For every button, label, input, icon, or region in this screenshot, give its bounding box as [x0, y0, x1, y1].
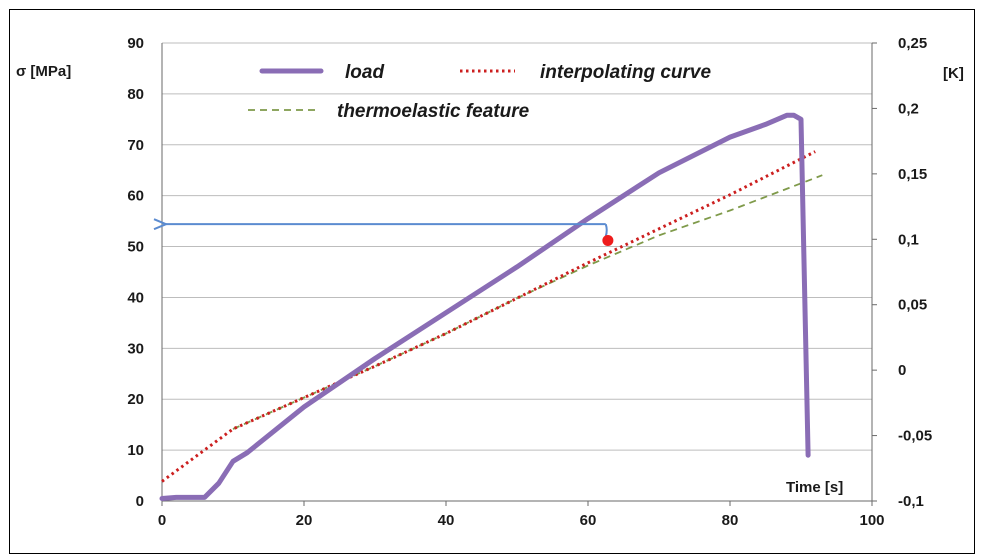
y-right-tick-label: 0,15 — [898, 166, 927, 183]
arrow-hook — [604, 223, 608, 237]
y-right-tick-label: 0,2 — [898, 100, 919, 117]
legend-label-load: load — [345, 62, 384, 83]
axes — [161, 42, 877, 506]
y-right-tick-label: 0,1 — [898, 231, 919, 248]
y-right-tick-label: 0 — [898, 362, 906, 379]
x-axis-label: Time [s] — [786, 479, 843, 496]
y-left-tick-label: 50 — [127, 239, 144, 256]
y-left-tick-label: 10 — [127, 442, 144, 459]
y-right-tick-label: 0,05 — [898, 297, 927, 314]
legend-label-interpolating-curve: interpolating curve — [540, 62, 711, 83]
grid-lines — [162, 42, 872, 451]
legend-label-thermoelastic-feature: thermoelastic feature — [337, 101, 530, 122]
x-tick-label: 40 — [438, 512, 455, 529]
y-right-axis-label: [K] — [943, 65, 964, 82]
tick-labels: 0 10 20 30 40 50 60 70 80 90 -0,1 -0,05 0 0,05 0,1 0,15… — [127, 35, 932, 529]
red-point-marker — [602, 234, 614, 246]
legend: load interpolating curve thermoelastic f… — [248, 62, 711, 122]
y-left-tick-label: 20 — [127, 391, 144, 408]
y-left-axis-label: σ [MPa] — [16, 63, 71, 80]
y-left-tick-label: 90 — [127, 35, 144, 52]
y-right-tick-label: -0,1 — [898, 493, 924, 510]
y-left-tick-label: 0 — [136, 493, 144, 510]
x-tick-label: 20 — [296, 512, 313, 529]
series-lines — [159, 112, 823, 501]
y-left-tick-label: 40 — [127, 289, 144, 306]
series-line-load — [159, 112, 811, 501]
y-right-tick-label: 0,25 — [898, 35, 927, 52]
x-tick-label: 80 — [722, 512, 739, 529]
series-line-interpolating-curve — [161, 150, 816, 483]
series-line-thermoelastic-feature — [232, 174, 823, 430]
x-tick-label: 0 — [158, 512, 166, 529]
y-left-tick-label: 70 — [127, 137, 144, 154]
chart-frame — [9, 9, 975, 554]
annotations — [166, 223, 614, 246]
x-tick-label: 60 — [580, 512, 597, 529]
y-left-tick-label: 30 — [127, 340, 144, 357]
y-left-tick-label: 60 — [127, 188, 144, 205]
y-left-tick-label: 80 — [127, 86, 144, 103]
x-tick-label: 100 — [859, 512, 884, 529]
y-right-tick-label: -0,05 — [898, 428, 932, 445]
